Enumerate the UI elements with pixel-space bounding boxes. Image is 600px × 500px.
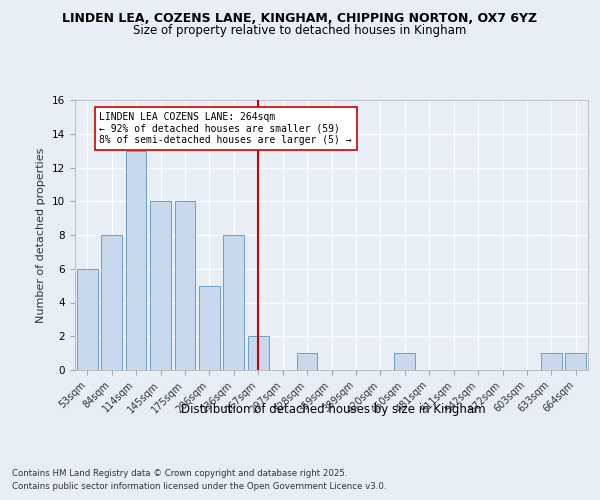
- Bar: [150, 201, 171, 370]
- Bar: [175, 201, 196, 370]
- Bar: [101, 235, 122, 370]
- Text: Size of property relative to detached houses in Kingham: Size of property relative to detached ho…: [133, 24, 467, 37]
- Text: Contains HM Land Registry data © Crown copyright and database right 2025.: Contains HM Land Registry data © Crown c…: [12, 468, 347, 477]
- Bar: [77, 269, 98, 370]
- Y-axis label: Number of detached properties: Number of detached properties: [37, 148, 46, 322]
- Text: LINDEN LEA, COZENS LANE, KINGHAM, CHIPPING NORTON, OX7 6YZ: LINDEN LEA, COZENS LANE, KINGHAM, CHIPPI…: [62, 12, 538, 26]
- Bar: [565, 353, 586, 370]
- Text: Distribution of detached houses by size in Kingham: Distribution of detached houses by size …: [181, 402, 485, 415]
- Bar: [223, 235, 244, 370]
- Text: Contains public sector information licensed under the Open Government Licence v3: Contains public sector information licen…: [12, 482, 386, 491]
- Bar: [296, 353, 317, 370]
- Text: LINDEN LEA COZENS LANE: 264sqm
← 92% of detached houses are smaller (59)
8% of s: LINDEN LEA COZENS LANE: 264sqm ← 92% of …: [100, 112, 352, 145]
- Bar: [199, 286, 220, 370]
- Bar: [248, 336, 269, 370]
- Bar: [125, 150, 146, 370]
- Bar: [394, 353, 415, 370]
- Bar: [541, 353, 562, 370]
